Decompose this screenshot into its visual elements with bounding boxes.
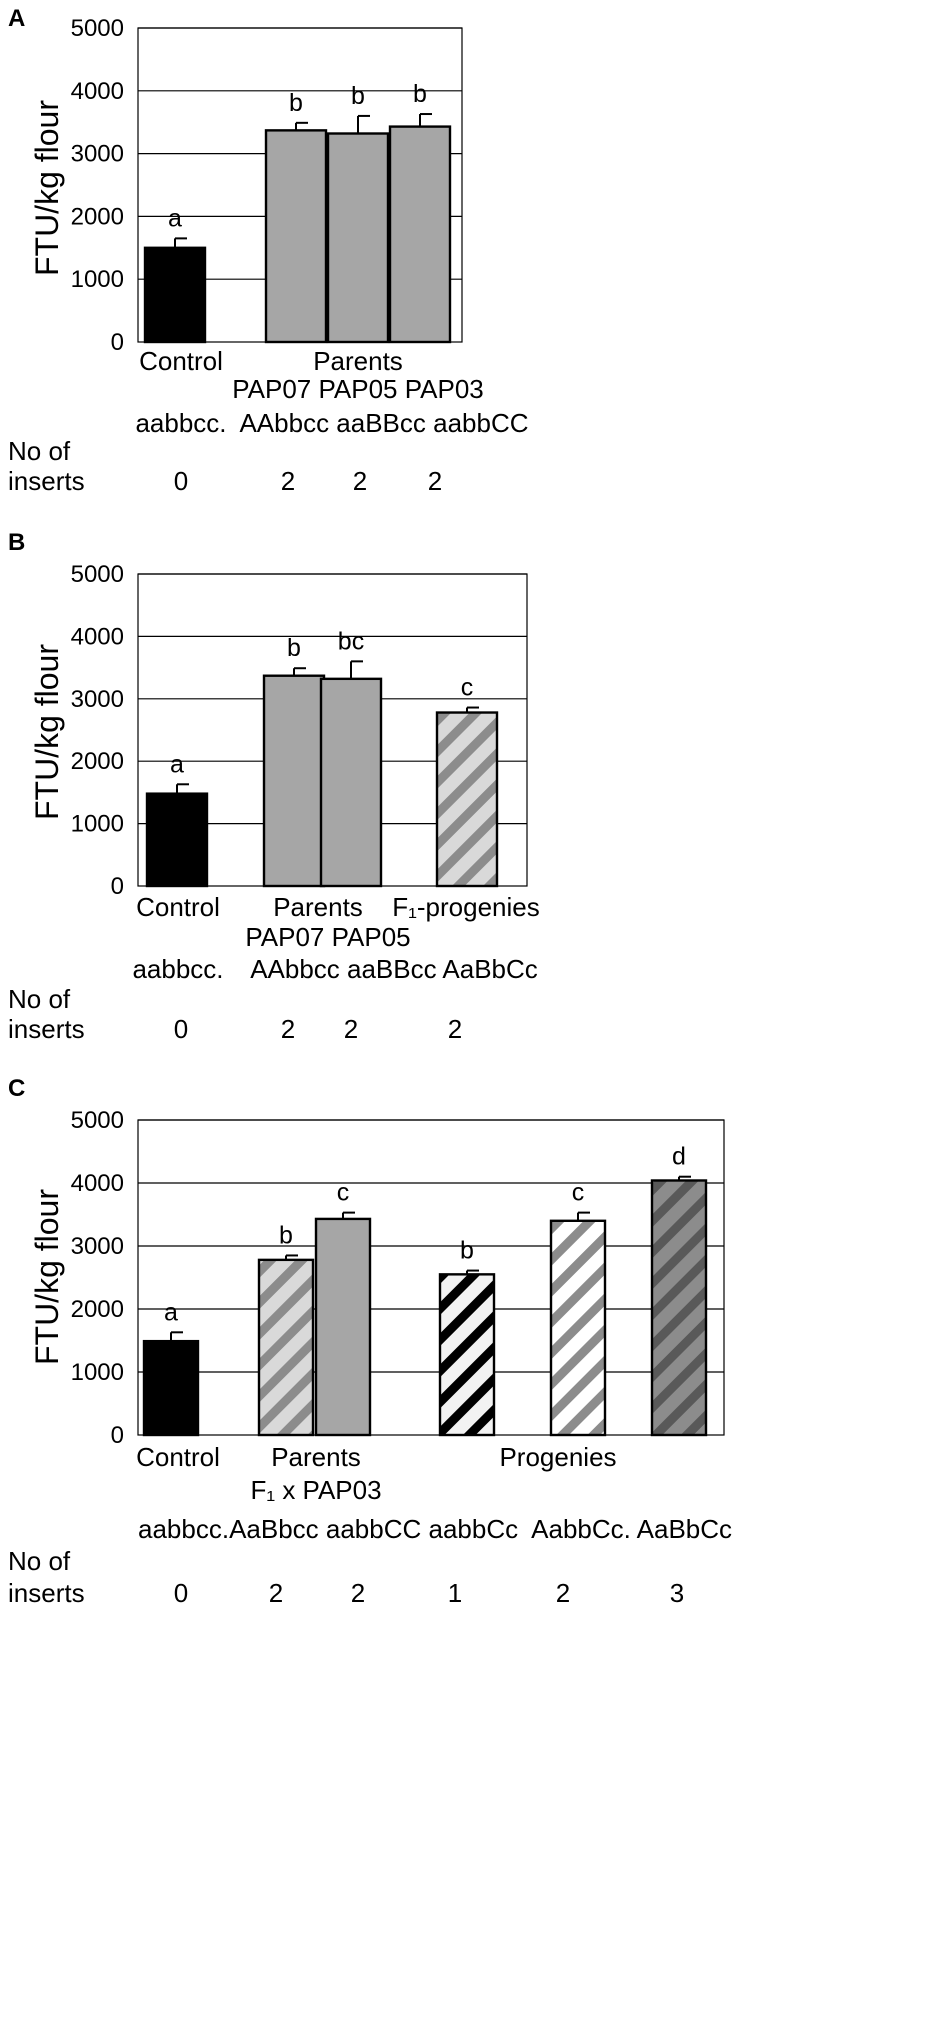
y-tick-label: 1000 [71,266,124,293]
significance-letter: d [672,1143,686,1171]
panel-c-group-label-progenies: Progenies [499,1442,616,1472]
panel-b-inserts-label-line2: inserts [8,1014,85,1044]
bar [142,1339,200,1437]
y-tick-label: 5000 [71,561,124,588]
significance-letter: c [461,674,474,702]
significance-letter: c [572,1179,585,1207]
panel-a-plot: 0 1000 2000 3000 4000 5000 a b b b [71,15,463,356]
y-tick-label: 4000 [71,1170,124,1197]
panel-c-inserts-value: 2 [269,1578,283,1608]
significance-letter: a [168,204,182,232]
panel-c-inserts-value: 2 [351,1578,365,1608]
significance-letter: b [279,1221,293,1249]
significance-letter: b [289,89,303,117]
bar [257,1258,315,1437]
panel-c-inserts-label-line1: No of [8,1546,71,1576]
panel-c-y-axis-label: FTU/kg flour [29,1189,65,1365]
panel-c-genotypes: aabbcc.AaBbcc aabbCC aabbCc AabbCc. AaBb… [138,1514,732,1544]
y-tick-label: 5000 [71,15,124,42]
significance-letter: b [287,634,301,662]
panel-a-inserts-value: 0 [174,466,188,496]
bar [319,677,383,888]
panel-a-y-axis-label: FTU/kg flour [29,100,65,276]
panel-b-group-label-control: Control [136,892,220,922]
y-tick-label: 2000 [71,1296,124,1323]
y-tick-label: 1000 [71,811,124,838]
panel-b-y-axis-label: FTU/kg flour [29,644,65,820]
significance-letter: a [170,750,184,778]
bar [264,129,328,344]
panel-c: C 0 1000 2000 3000 4000 5000 a b c b c d FTU/kg flo… [8,1075,732,1608]
panel-b-inserts-label-line1: No of [8,984,71,1014]
panel-c-inserts-value: 0 [174,1578,188,1608]
bar [143,246,207,344]
bar [145,792,209,888]
significance-letter: b [351,82,365,110]
y-tick-label: 0 [111,1422,124,1449]
significance-letter: a [164,1298,178,1326]
bar [650,1179,708,1437]
panel-c-inserts-label-line2: inserts [8,1578,85,1608]
panel-a-letter: A [8,5,25,32]
panel-a-inserts-label-line2: inserts [8,466,85,496]
y-tick-label: 0 [111,329,124,356]
bar [388,125,452,344]
panel-c-plot: 0 1000 2000 3000 4000 5000 a b c b c d [71,1107,725,1449]
bar [314,1217,372,1437]
significance-letter: b [413,80,427,108]
y-tick-label: 0 [111,873,124,900]
panel-c-inserts-value: 3 [670,1578,684,1608]
y-tick-label: 2000 [71,748,124,775]
y-tick-label: 3000 [71,686,124,713]
panel-a-inserts-value: 2 [281,466,295,496]
panel-b-inserts-value: 2 [448,1014,462,1044]
panel-a-inserts-label-line1: No of [8,436,71,466]
bar [262,674,326,888]
panel-a-group-label-parents: Parents [313,346,403,376]
panel-b-genotype-others: AAbbcc aaBBcc AaBbCc [250,954,538,984]
bar [435,711,499,888]
panel-b: B 0 1000 2000 3000 4000 5000 a b bc c FTU/kg flou… [8,529,540,1044]
y-tick-label: 2000 [71,203,124,230]
y-tick-label: 4000 [71,78,124,105]
y-tick-label: 5000 [71,1107,124,1134]
y-tick-label: 1000 [71,1359,124,1386]
panel-b-plot: 0 1000 2000 3000 4000 5000 a b bc c [71,561,528,900]
panel-b-group-label-parents: Parents [273,892,363,922]
panel-a-line-names: PAP07 PAP05 PAP03 [232,374,484,404]
panel-c-group-label-parents: Parents [271,1442,361,1472]
bar [549,1219,607,1437]
panel-b-inserts-value: 2 [344,1014,358,1044]
panel-c-inserts-value: 2 [556,1578,570,1608]
bar [326,132,390,344]
panel-b-inserts-value: 0 [174,1014,188,1044]
panel-a: A 0 1000 2000 3000 4000 5000 a b b b FTU/kg flour… [8,5,529,496]
panel-b-letter: B [8,529,25,556]
panel-c-inserts-value: 1 [448,1578,462,1608]
panel-a-group-label-control: Control [139,346,223,376]
significance-letter: b [460,1237,474,1265]
panel-a-inserts-value: 2 [428,466,442,496]
bar [438,1273,496,1437]
panel-b-inserts-value: 2 [281,1014,295,1044]
plot-frame [137,1119,725,1436]
y-tick-label: 4000 [71,623,124,650]
y-tick-label: 3000 [71,141,124,168]
panel-a-genotype-control: aabbcc. [135,408,226,438]
significance-letter: bc [338,627,364,655]
panel-b-line-names: PAP07 PAP05 [245,922,410,952]
y-tick-label: 3000 [71,1233,124,1260]
panel-c-group-label-control: Control [136,1442,220,1472]
significance-letter: c [337,1179,350,1207]
panel-b-group-label-f1-progenies: F₁-progenies [392,892,540,922]
panel-b-genotype-control: aabbcc. [132,954,223,984]
panel-c-letter: C [8,1075,25,1102]
panel-a-genotype-parents: AAbbcc aaBBcc aabbCC [239,408,528,438]
panel-c-line-names: F₁ x PAP03 [250,1475,381,1505]
panel-a-inserts-value: 2 [353,466,367,496]
